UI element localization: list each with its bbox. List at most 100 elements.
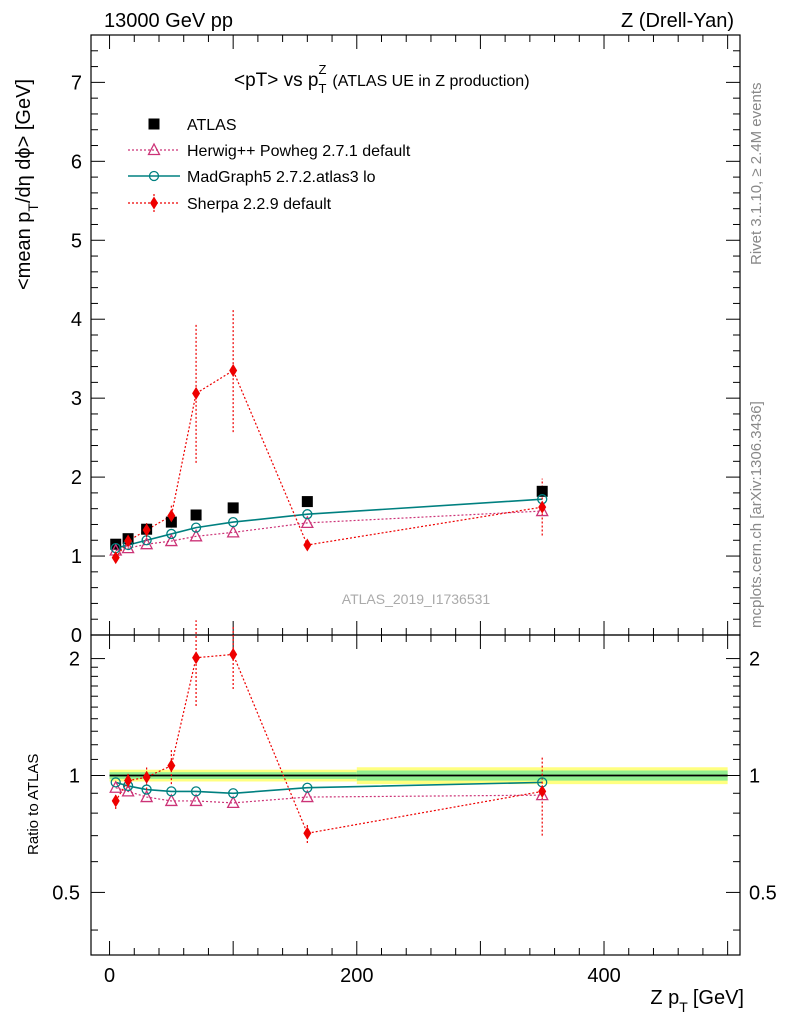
- legend-madgraph-marker: [148, 170, 160, 182]
- herwig-point: [121, 540, 135, 554]
- y-tick-label: 4: [71, 309, 82, 331]
- sherpa-ratio-line: [115, 653, 543, 834]
- herwig-ratio-point: [226, 795, 240, 809]
- sherpa-ratio-point: [124, 774, 133, 788]
- y-axis-label-main: <mean p: [13, 212, 35, 290]
- header-left: 13000 GeV pp: [104, 10, 233, 32]
- header-right: Z (Drell-Yan): [621, 10, 734, 32]
- analysis-watermark: ATLAS_2019_I1736531: [342, 591, 491, 607]
- axis-ticks: 0 200 400 0 1 2 3 4 5 6 7 0.5 0.5 1 1 2 2: [52, 34, 777, 987]
- herwig-ratio-point: [535, 787, 549, 801]
- y-tick-label: 7: [71, 72, 82, 94]
- sherpa-point: [192, 386, 201, 400]
- sherpa-ratio-point: [167, 759, 176, 773]
- sherpa-point: [538, 500, 547, 514]
- y-tick-label: 6: [71, 151, 82, 173]
- x-tick-label: 400: [587, 965, 620, 987]
- x-tick-label: 200: [340, 965, 373, 987]
- madgraph-ratio-line: [115, 781, 543, 795]
- madgraph-point: [302, 509, 313, 520]
- sherpa-point: [142, 523, 151, 537]
- herwig-ratio-point: [109, 780, 123, 793]
- herwig-ratio-line: [115, 787, 543, 804]
- ratio-uncertainty-band: [109, 767, 728, 785]
- ratio-y-axis-label: Ratio to ATLAS: [25, 754, 42, 855]
- x-axis-label-rest: [GeV]: [693, 987, 744, 1009]
- madgraph-ratio-point: [166, 786, 177, 797]
- y-tick-label: 2: [71, 467, 82, 489]
- x-axis-label-sub: T: [679, 999, 688, 1015]
- legend-label: MadGraph5 2.7.2.atlas3 lo: [187, 169, 376, 186]
- ratio-plot-frame: [90, 634, 741, 956]
- madgraph-ratio-point: [302, 782, 313, 793]
- legend-label: Herwig++ Powheg 2.7.1 default: [187, 143, 411, 160]
- sherpa-point: [111, 551, 120, 565]
- atlas-point: [536, 485, 548, 497]
- sherpa-line: [115, 369, 543, 558]
- mcplots-label: mcplots.cern.ch [arXiv:1306.3436]: [748, 401, 765, 628]
- herwig-ratio-point: [121, 783, 135, 797]
- atlas-point: [190, 509, 202, 521]
- legend-atlas-marker: [148, 118, 160, 130]
- sherpa-point: [124, 534, 133, 548]
- y-tick-label: 0: [71, 625, 82, 647]
- ratio-tick-label: 0.5: [52, 882, 80, 904]
- atlas-point: [227, 502, 239, 514]
- herwig-ratio-point: [140, 789, 154, 803]
- y-tick-label: 3: [71, 388, 82, 410]
- ratio-tick-label-right: 1: [749, 765, 760, 787]
- plot-title-sup: Z: [318, 62, 326, 77]
- sherpa-point: [303, 538, 312, 552]
- sherpa-ratio-point: [303, 826, 312, 840]
- herwig-point: [300, 515, 314, 529]
- madgraph-point: [190, 522, 202, 533]
- sherpa-ratio-point: [111, 794, 120, 808]
- madgraph-point: [228, 516, 239, 528]
- y-tick-label: 1: [71, 546, 82, 568]
- x-axis-label-main: Z p: [650, 987, 679, 1009]
- herwig-point: [535, 503, 549, 517]
- legend-label: Sherpa 2.2.9 default: [187, 196, 332, 213]
- herwig-ratio-point: [164, 793, 178, 807]
- legend: ATLAS Herwig++ Powheg 2.7.1 default MadGra…: [128, 117, 411, 213]
- madgraph-line: [115, 498, 543, 549]
- plot-title-rest: (ATLAS UE in Z production): [332, 73, 529, 90]
- plot-title-main: <pT> vs p: [234, 70, 319, 91]
- ratio-tick-label: 1: [69, 765, 80, 787]
- herwig-point: [164, 533, 178, 547]
- ratio-plot-series: [109, 620, 549, 844]
- plot-title-sub: T: [319, 81, 327, 96]
- madgraph-ratio-point: [110, 777, 121, 788]
- sherpa-ratio-point: [192, 651, 201, 665]
- madgraph-point: [166, 528, 177, 540]
- herwig-ratio-point: [300, 789, 314, 803]
- herwig-ratio-point: [189, 793, 203, 807]
- rivet-label: Rivet 3.1.10, ≥ 2.4M events: [748, 83, 765, 266]
- ratio-tick-label: 2: [69, 649, 80, 671]
- sherpa-point: [229, 364, 238, 378]
- y-tick-label: 5: [71, 230, 82, 252]
- atlas-point: [301, 496, 313, 508]
- sherpa-ratio-point: [229, 647, 238, 661]
- plot-title: <pT> vs pTZ (ATLAS UE in Z production): [234, 62, 530, 96]
- sherpa-ratio-point: [142, 770, 151, 784]
- herwig-line: [115, 510, 543, 552]
- y-axis-label: <mean pT/dη dϕ> [GeV]: [13, 79, 41, 290]
- sherpa-point: [167, 509, 176, 523]
- y-axis-label-rest: /dη dϕ> [GeV]: [13, 79, 35, 203]
- x-tick-label: 0: [104, 965, 115, 987]
- herwig-point: [189, 528, 203, 542]
- main-plot-series: [109, 308, 549, 565]
- legend-herwig-marker: [147, 142, 161, 156]
- madgraph-ratio-point: [190, 786, 202, 797]
- legend-label: ATLAS: [187, 117, 237, 134]
- sherpa-ratio-point: [538, 784, 547, 798]
- herwig-point: [226, 524, 240, 538]
- legend-sherpa-marker: [150, 196, 158, 210]
- ratio-tick-label-right: 2: [749, 649, 760, 671]
- ratio-tick-label-right: 0.5: [749, 882, 777, 904]
- madgraph-ratio-point: [141, 784, 152, 795]
- madgraph-ratio-point: [228, 788, 239, 799]
- x-axis-label: Z pT [GeV]: [650, 987, 744, 1015]
